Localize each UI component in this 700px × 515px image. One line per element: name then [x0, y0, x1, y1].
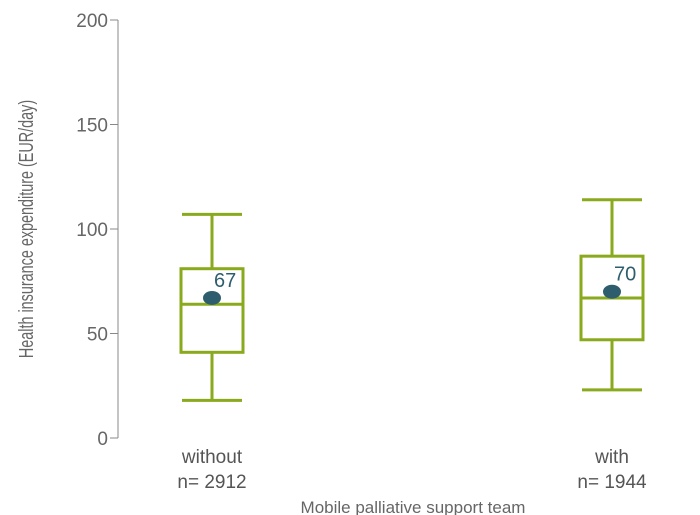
y-axis: 0 50 100 150 200	[76, 11, 119, 450]
x-category-label: without	[181, 447, 243, 468]
x-category-labels: without n= 2912 with n= 1944	[177, 447, 647, 493]
iqr-box	[179, 267, 245, 354]
x-category-n-label: n= 2912	[177, 472, 246, 493]
box-without: 67	[179, 212, 245, 402]
y-tick-label: 0	[97, 429, 108, 450]
mean-dot	[203, 290, 221, 305]
y-tick-label: 100	[76, 220, 108, 241]
y-ticks: 0 50 100 150 200	[76, 11, 118, 450]
y-tick-label: 200	[76, 11, 108, 32]
mean-label: 70	[614, 264, 636, 286]
x-axis-title: Mobile palliative support team	[301, 498, 526, 515]
mean-label: 67	[214, 270, 236, 292]
x-category-n-label: n= 1944	[577, 472, 647, 493]
x-category-label: with	[594, 447, 629, 468]
y-tick-label: 150	[76, 116, 108, 137]
box-with: 70	[579, 198, 645, 392]
y-tick-label: 50	[87, 325, 108, 346]
boxes: 67 70	[179, 198, 645, 402]
mean-dot	[603, 284, 621, 299]
y-axis-title: Health insurance expenditure (EUR/day)	[15, 100, 38, 358]
